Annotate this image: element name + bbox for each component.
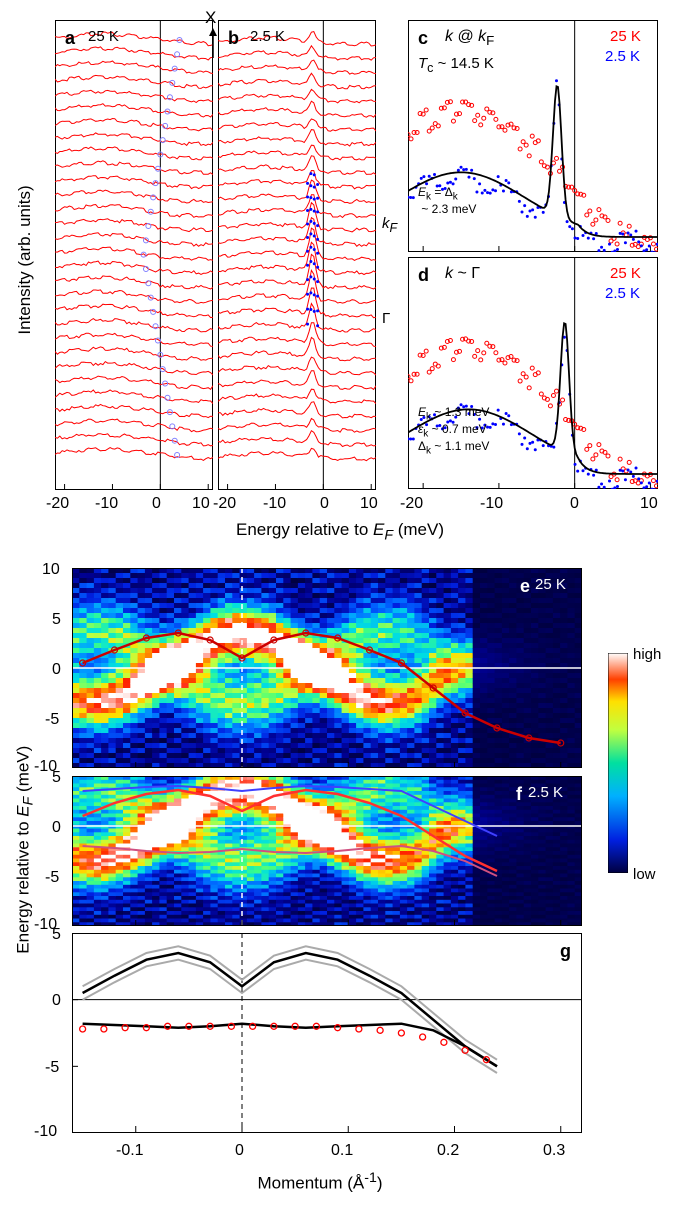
tick-cd-m10: -10 <box>480 495 503 513</box>
panel-d-ek: Ek ~ 1.3 meV <box>418 405 489 422</box>
tick-g-0: 0 <box>52 992 61 1010</box>
top-xlabel: Energy relative to EF (meV) <box>190 520 490 543</box>
colorbar-high: high <box>633 646 661 663</box>
tick-a-m10: -10 <box>95 495 118 513</box>
tick-cd-10: 10 <box>640 495 658 513</box>
x-direction-label: X <box>205 8 216 28</box>
panel-e-label: e <box>520 576 530 597</box>
tick-a-0: 0 <box>152 495 161 513</box>
panel-e-heatmap <box>72 568 582 768</box>
panel-a-label: a <box>65 28 75 49</box>
tick-cd-m20: -20 <box>400 495 423 513</box>
panel-c-2p5k: 2.5 K <box>605 48 640 65</box>
tick-a-10: 10 <box>192 495 210 513</box>
tick-e-10: 10 <box>42 561 60 579</box>
tick-e-5: 5 <box>52 611 61 629</box>
tick-a-m20: -20 <box>46 495 69 513</box>
panel-b-edc-stack <box>218 20 376 490</box>
panel-b-label: b <box>228 28 239 49</box>
panel-c-title: k @ kF <box>445 28 494 48</box>
panel-g-dispersion <box>72 933 582 1133</box>
tick-f-0: 0 <box>52 819 61 837</box>
panel-f-label: f <box>516 784 522 805</box>
tick-x-02: 0.2 <box>437 1142 459 1160</box>
tick-x-03: 0.3 <box>543 1142 565 1160</box>
tick-b-0: 0 <box>320 495 329 513</box>
top-ylabel: Intensity (arb. units) <box>15 160 35 360</box>
gamma-label: Γ <box>382 310 390 327</box>
colorbar-low: low <box>633 866 656 883</box>
panel-d-eps: εk ~ 0.7 meV <box>418 422 487 439</box>
tick-b-m20: -20 <box>213 495 236 513</box>
panel-d-2p5k: 2.5 K <box>605 285 640 302</box>
bottom-xlabel: Momentum (Å-1) <box>210 1170 430 1194</box>
tick-g-5: 5 <box>52 926 61 944</box>
panel-f-heatmap <box>72 776 582 926</box>
panel-a-edc-stack <box>55 20 213 490</box>
panel-c-ek: Ek = Δk ~ 2.3 meV <box>418 185 476 216</box>
tick-e-0: 0 <box>52 661 61 679</box>
tick-x-01: 0.1 <box>331 1142 353 1160</box>
tick-x-m01: -0.1 <box>116 1142 144 1160</box>
tick-b-10: 10 <box>360 495 378 513</box>
panel-e-temp: 25 K <box>535 576 566 593</box>
panel-c-25k: 25 K <box>610 28 641 45</box>
tick-e-m5: -5 <box>45 711 59 729</box>
panel-d-title: k ~ Γ <box>445 265 480 283</box>
tick-b-m10: -10 <box>263 495 286 513</box>
tick-x-0: 0 <box>235 1142 244 1160</box>
top-figure-group: Intensity (arb. units) Energy relative t… <box>0 0 674 550</box>
bottom-figure-group: Energy relative to EF (meV) Momentum (Å-… <box>0 558 674 1198</box>
x-direction-arrow <box>208 28 218 58</box>
tick-f-5: 5 <box>52 769 61 787</box>
colorbar <box>608 653 628 873</box>
panel-d-25k: 25 K <box>610 265 641 282</box>
panel-a-temp: 25 K <box>88 28 119 45</box>
tick-g-m10: -10 <box>34 1123 57 1141</box>
panel-c-tc: Tc ~ 14.5 K <box>418 55 494 75</box>
tick-cd-0: 0 <box>570 495 579 513</box>
panel-f-temp: 2.5 K <box>528 784 563 801</box>
panel-g-label: g <box>560 941 571 962</box>
panel-c-label: c <box>418 28 428 49</box>
kf-label: kF <box>382 215 397 235</box>
tick-g-m5: -5 <box>45 1059 59 1077</box>
panel-b-temp: 2.5 K <box>250 28 285 45</box>
tick-f-m5: -5 <box>45 869 59 887</box>
panel-d-label: d <box>418 265 429 286</box>
panel-d-delta: Δk ~ 1.1 meV <box>418 439 489 456</box>
